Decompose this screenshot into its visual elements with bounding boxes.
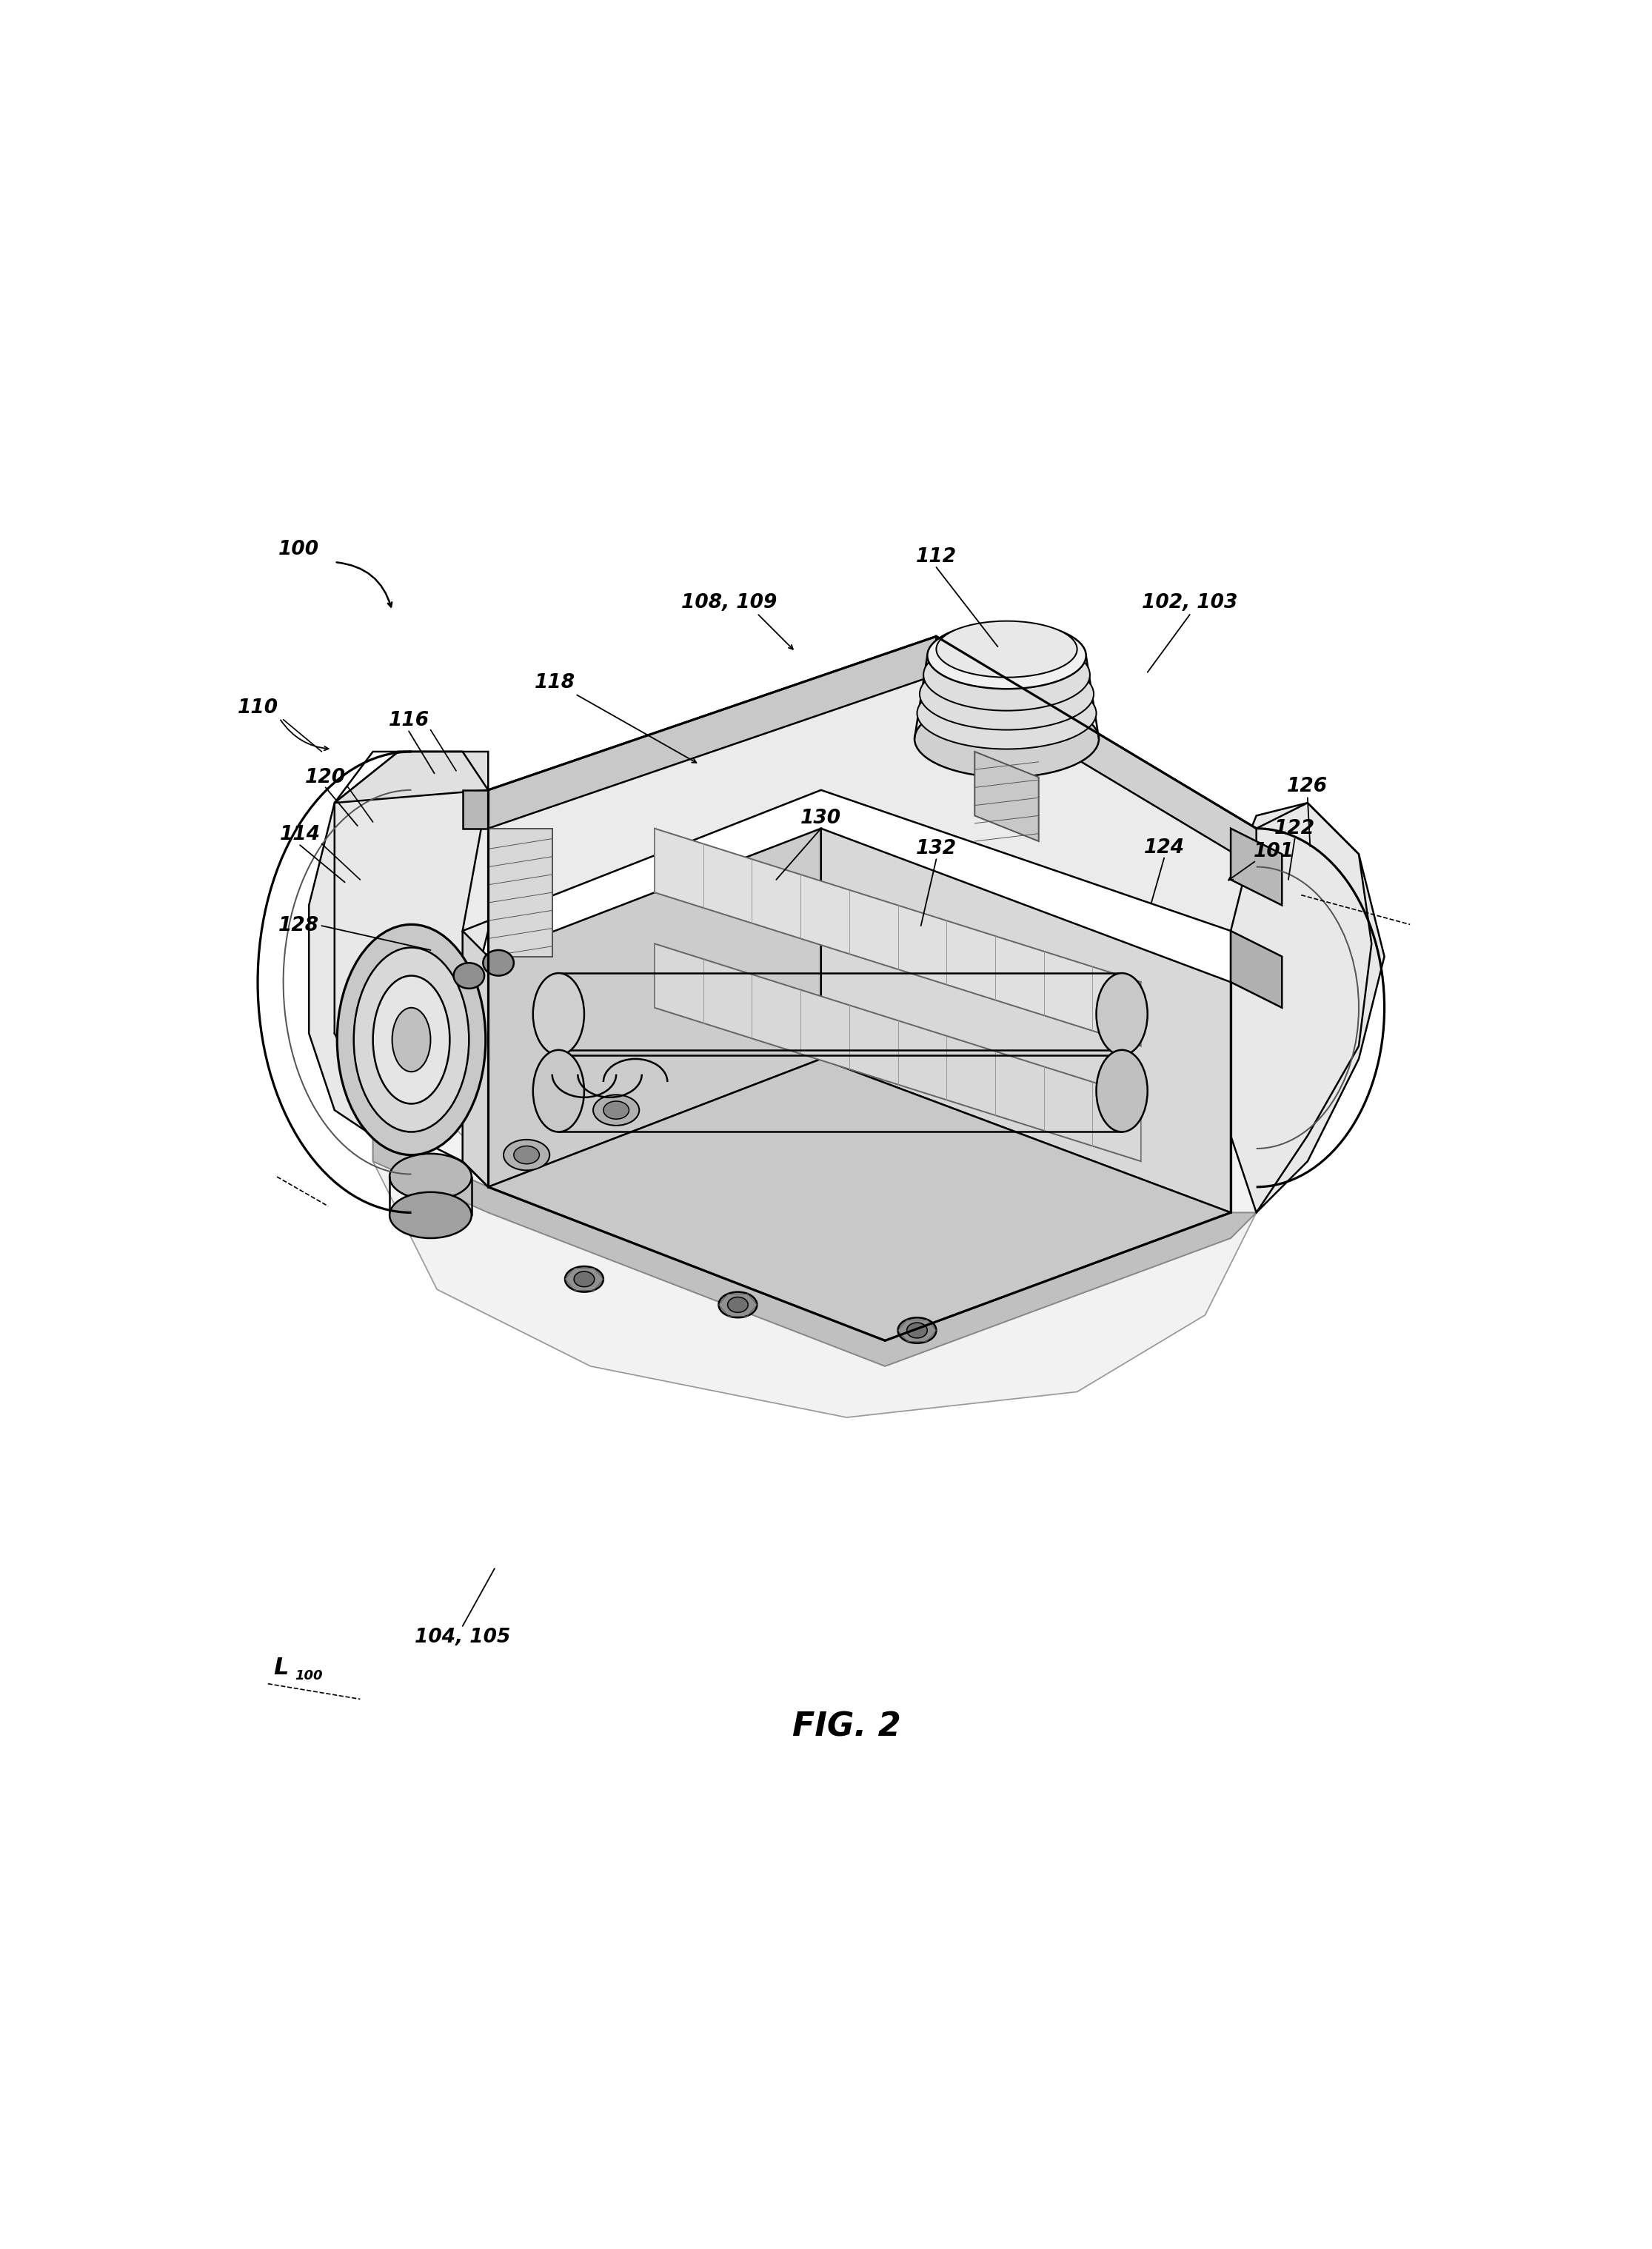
Ellipse shape [534, 974, 585, 1055]
Text: 104, 105: 104, 105 [415, 1628, 510, 1646]
Ellipse shape [1097, 1050, 1148, 1131]
Polygon shape [309, 751, 489, 1136]
Polygon shape [937, 636, 1257, 866]
Polygon shape [1231, 803, 1384, 1212]
Polygon shape [1231, 828, 1282, 906]
Polygon shape [1231, 931, 1282, 1008]
Text: 112: 112 [915, 547, 957, 567]
Ellipse shape [899, 1318, 937, 1343]
Ellipse shape [504, 1140, 550, 1169]
Ellipse shape [727, 1298, 748, 1313]
Ellipse shape [373, 976, 449, 1104]
Ellipse shape [719, 1291, 757, 1318]
Text: 126: 126 [1287, 776, 1328, 796]
Polygon shape [334, 751, 489, 803]
Ellipse shape [923, 639, 1090, 711]
Text: 128: 128 [278, 915, 319, 936]
Text: 122: 122 [1274, 819, 1315, 839]
Text: 120: 120 [306, 767, 345, 787]
Ellipse shape [390, 1154, 471, 1199]
Polygon shape [654, 828, 1142, 1046]
Text: 100: 100 [296, 1669, 322, 1682]
Ellipse shape [354, 947, 469, 1131]
Ellipse shape [514, 1147, 539, 1165]
Text: 132: 132 [915, 839, 957, 859]
Text: 108, 109: 108, 109 [681, 594, 776, 612]
Polygon shape [463, 931, 489, 1187]
Text: 110: 110 [238, 699, 278, 717]
Ellipse shape [482, 949, 514, 976]
Ellipse shape [915, 699, 1099, 778]
Polygon shape [489, 828, 552, 956]
Ellipse shape [920, 659, 1094, 731]
Polygon shape [489, 1059, 1231, 1340]
Polygon shape [975, 751, 1039, 841]
Ellipse shape [454, 963, 484, 990]
Polygon shape [463, 789, 489, 828]
Polygon shape [821, 828, 1231, 1212]
Ellipse shape [917, 677, 1097, 749]
Text: 124: 124 [1143, 839, 1184, 857]
Text: 114: 114 [279, 825, 320, 843]
Text: FIG. 2: FIG. 2 [793, 1711, 900, 1743]
Ellipse shape [907, 1322, 927, 1338]
Text: 100: 100 [278, 540, 319, 560]
Polygon shape [489, 828, 821, 1187]
Ellipse shape [337, 924, 486, 1156]
Text: 118: 118 [534, 672, 575, 693]
Polygon shape [373, 1032, 1257, 1417]
Ellipse shape [565, 1266, 603, 1291]
Text: 102, 103: 102, 103 [1142, 594, 1237, 612]
Ellipse shape [937, 621, 1077, 677]
Polygon shape [373, 1136, 1257, 1365]
Ellipse shape [534, 1050, 585, 1131]
Text: 116: 116 [388, 711, 430, 731]
Text: 130: 130 [801, 810, 841, 828]
Text: 101: 101 [1254, 841, 1295, 861]
Ellipse shape [392, 1008, 431, 1073]
Ellipse shape [390, 1192, 471, 1239]
Ellipse shape [593, 1095, 639, 1124]
Ellipse shape [927, 623, 1085, 688]
Ellipse shape [573, 1271, 595, 1286]
Polygon shape [489, 636, 937, 828]
Ellipse shape [1097, 974, 1148, 1055]
Polygon shape [654, 945, 1142, 1160]
Ellipse shape [603, 1102, 629, 1120]
Text: L: L [273, 1658, 289, 1680]
Polygon shape [463, 636, 1257, 931]
